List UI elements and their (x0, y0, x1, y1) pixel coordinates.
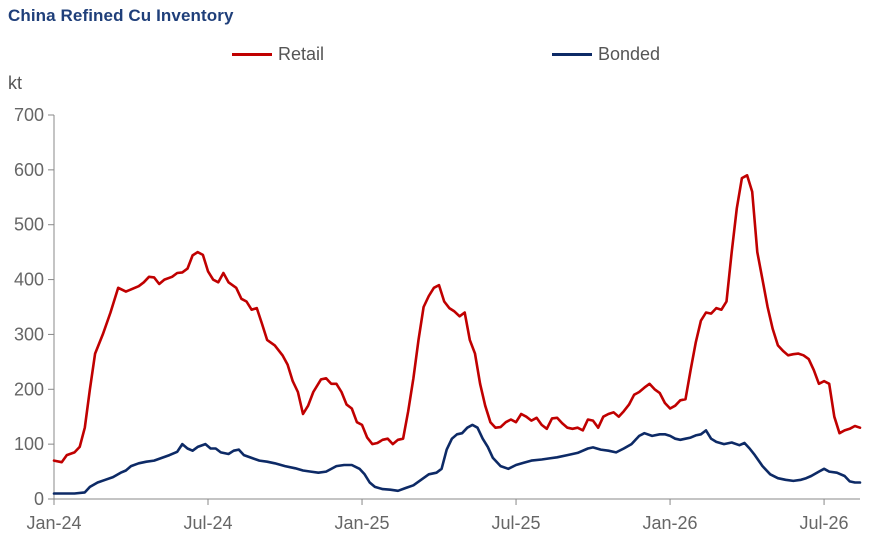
x-tick-label: Jan-26 (643, 513, 698, 533)
y-axis-unit-label: kt (8, 73, 23, 93)
y-tick-label: 500 (14, 215, 44, 235)
y-tick-label: 400 (14, 270, 44, 290)
y-tick-label: 200 (14, 379, 44, 399)
x-tick-label: Jan-25 (335, 513, 390, 533)
legend-label-retail: Retail (278, 44, 325, 64)
legend-label-bonded: Bonded (598, 44, 661, 64)
x-tick-label: Jul-26 (800, 513, 849, 533)
legend-item-retail: Retail (232, 44, 324, 65)
series-line-bonded (52, 423, 862, 495)
x-tick-label: Jul-25 (492, 513, 541, 533)
y-tick-label: 0 (34, 489, 44, 509)
legend: Retail Bonded (0, 44, 895, 68)
x-tick-label: Jul-24 (183, 513, 232, 533)
series-line-retail (52, 174, 862, 464)
y-tick-label: 300 (14, 324, 44, 344)
y-tick-label: 600 (14, 160, 44, 180)
legend-swatch-bonded (552, 53, 592, 56)
y-tick-label: 700 (14, 105, 44, 125)
legend-item-bonded: Bonded (552, 44, 660, 65)
chart-title: China Refined Cu Inventory (8, 6, 234, 25)
y-tick-label: 100 (14, 434, 44, 454)
legend-swatch-retail (232, 53, 272, 56)
x-tick-label: Jan-24 (26, 513, 81, 533)
